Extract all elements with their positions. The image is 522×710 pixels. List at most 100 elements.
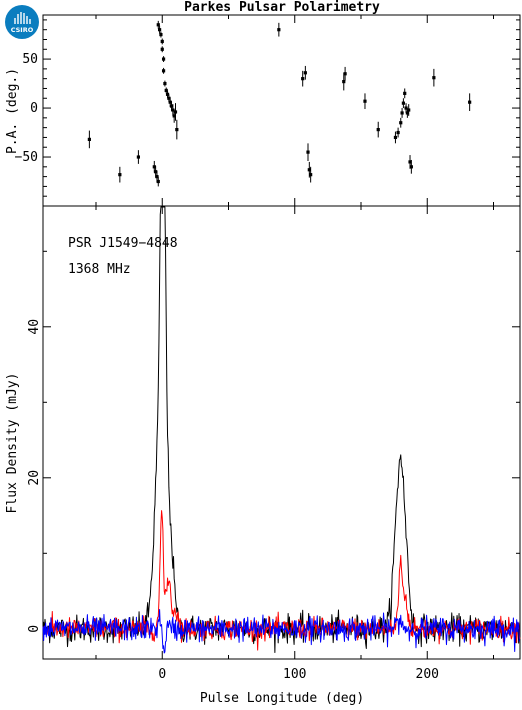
pa-marker bbox=[159, 32, 163, 37]
pa-point bbox=[376, 121, 380, 138]
pa-ytick-label: 0 bbox=[30, 101, 38, 116]
pa-point bbox=[309, 166, 313, 183]
pa-point bbox=[160, 46, 164, 53]
flux-xtick-label: 200 bbox=[416, 667, 439, 682]
pa-point bbox=[160, 38, 164, 45]
pa-marker bbox=[301, 77, 305, 81]
flux-xtick-label: 0 bbox=[158, 667, 166, 682]
csiro-logo-text: CSIRO bbox=[11, 26, 34, 34]
pa-point bbox=[173, 103, 178, 121]
pa-point bbox=[301, 70, 305, 87]
pa-marker bbox=[169, 104, 174, 108]
pa-marker bbox=[165, 92, 170, 96]
pa-marker bbox=[393, 135, 398, 140]
pa-point bbox=[363, 93, 367, 110]
pa-point bbox=[156, 20, 160, 29]
pa-point bbox=[404, 103, 408, 113]
flux-ytick-labels: 0 20 40 bbox=[27, 319, 42, 633]
pa-ytick-label: −50 bbox=[15, 150, 38, 165]
pa-points bbox=[87, 20, 472, 187]
pa-point bbox=[343, 66, 347, 81]
pa-point bbox=[87, 130, 91, 149]
psr-name-label: PSR J1549−4848 bbox=[68, 236, 178, 251]
pa-point bbox=[171, 104, 175, 116]
pa-marker bbox=[161, 57, 166, 61]
pa-point bbox=[432, 68, 436, 87]
pa-marker bbox=[161, 69, 166, 73]
pa-point bbox=[306, 143, 310, 161]
pa-marker bbox=[136, 155, 140, 159]
pa-point bbox=[158, 25, 162, 34]
pa-marker bbox=[163, 81, 167, 86]
flux-line-circular bbox=[42, 609, 521, 654]
pa-ylabel: P.A. (deg.) bbox=[5, 68, 20, 154]
pa-marker bbox=[401, 101, 405, 105]
pa-point bbox=[399, 117, 403, 128]
pa-ytick-label: 50 bbox=[22, 52, 38, 67]
pa-marker bbox=[404, 106, 408, 110]
pa-marker bbox=[399, 121, 403, 125]
pa-marker bbox=[173, 110, 178, 114]
pa-marker bbox=[160, 47, 164, 51]
flux-ytick-label: 40 bbox=[27, 319, 42, 335]
pa-marker bbox=[155, 175, 159, 179]
pa-point bbox=[277, 22, 281, 37]
csiro-logo-disc bbox=[5, 5, 39, 39]
flux-ytick-label: 20 bbox=[27, 470, 42, 486]
flux-panel-frame bbox=[42, 205, 521, 660]
pa-point bbox=[409, 159, 413, 174]
pa-marker bbox=[118, 173, 122, 177]
pa-marker bbox=[363, 99, 367, 103]
pa-point bbox=[393, 131, 398, 144]
flux-series bbox=[42, 206, 521, 654]
flux-xlabel: Pulse Longitude (deg) bbox=[200, 691, 364, 706]
pa-marker bbox=[171, 108, 175, 112]
pa-marker bbox=[277, 28, 281, 32]
pa-point bbox=[396, 127, 400, 138]
frequency-label: 1368 MHz bbox=[68, 262, 131, 277]
flux-panel: 0 20 40 0 100 200 PSR J1549−4848 1368 MHz Fl… bbox=[5, 205, 521, 706]
pa-marker bbox=[152, 165, 156, 169]
pa-ytick-labels: −50 0 50 bbox=[15, 52, 38, 165]
pa-marker bbox=[168, 100, 172, 104]
pa-marker bbox=[407, 108, 411, 112]
pa-marker bbox=[172, 114, 176, 118]
pa-point bbox=[401, 98, 405, 109]
pa-point bbox=[156, 176, 160, 187]
pa-marker bbox=[164, 88, 168, 93]
pa-marker bbox=[309, 173, 313, 177]
pa-marker bbox=[167, 96, 171, 100]
pa-point bbox=[164, 87, 168, 94]
flux-xtick-label: 100 bbox=[283, 667, 306, 682]
pa-marker bbox=[156, 179, 160, 184]
flux-xtick-labels: 0 100 200 bbox=[158, 667, 439, 682]
csiro-logo-bars bbox=[14, 12, 31, 24]
pa-panel-frame bbox=[42, 14, 521, 207]
pa-marker bbox=[432, 76, 436, 80]
pa-point bbox=[159, 31, 163, 38]
pa-point bbox=[468, 93, 472, 111]
figure-title: Parkes Pulsar Polarimetry bbox=[184, 0, 380, 15]
pa-ticks bbox=[43, 15, 520, 207]
pa-marker bbox=[403, 91, 407, 95]
pa-marker bbox=[160, 39, 164, 44]
pa-point bbox=[136, 150, 140, 164]
pa-marker bbox=[405, 111, 409, 115]
csiro-logo: CSIRO bbox=[5, 5, 39, 39]
pa-marker bbox=[307, 168, 311, 172]
pa-point bbox=[163, 80, 167, 87]
flux-ylabel: Flux Density (mJy) bbox=[5, 373, 20, 514]
pa-marker bbox=[343, 72, 347, 76]
pa-point bbox=[303, 65, 307, 80]
pa-panel: −50 0 50 P.A. (deg.) bbox=[5, 14, 521, 207]
pa-marker bbox=[409, 165, 413, 169]
pa-marker bbox=[158, 28, 162, 32]
pa-point bbox=[161, 56, 166, 63]
pa-marker bbox=[154, 170, 158, 174]
pa-point bbox=[400, 108, 404, 118]
pa-point bbox=[403, 88, 407, 99]
pa-point bbox=[161, 67, 166, 74]
pa-point bbox=[407, 104, 411, 116]
pa-marker bbox=[342, 80, 346, 84]
